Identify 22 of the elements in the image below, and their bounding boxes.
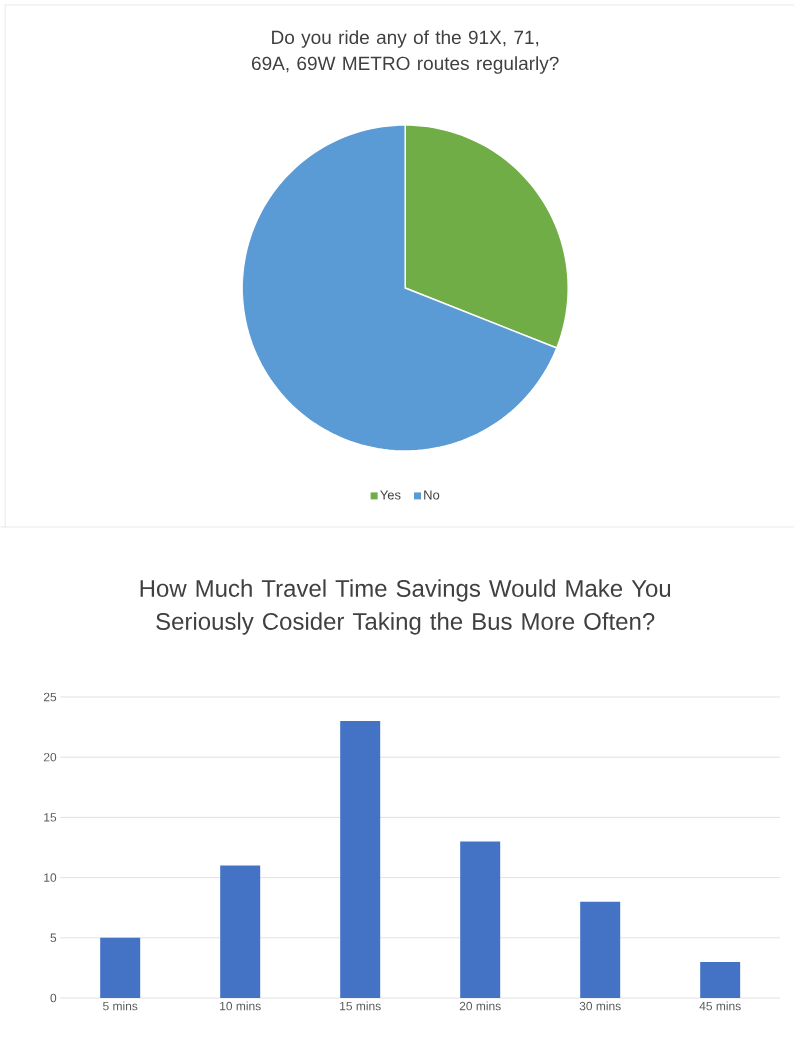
x-tick-label: 5 mins (102, 1001, 138, 1011)
x-tick-label: 20 mins (459, 1001, 501, 1011)
bar (220, 865, 261, 998)
chart-title: Do you ride any of the 91X, 71, 69A, 69W METRO routes regularly? (251, 30, 559, 74)
y-tick-label: 5 (50, 933, 56, 942)
legend-label: Yes (379, 490, 401, 500)
y-tick-label: 25 (43, 692, 56, 702)
bar (340, 721, 381, 998)
chart-title: How Much Travel Time Savings Would Make You Seriously Cosider Taking the Bus More Often? (140, 579, 670, 635)
x-tick-label: 45 mins (699, 1001, 741, 1011)
legend-label: No (424, 490, 440, 500)
y-tick-label: 10 (44, 873, 57, 882)
bar (580, 901, 621, 998)
bar (100, 937, 141, 998)
bar (460, 841, 501, 998)
x-tick-label: 10 mins (219, 1001, 261, 1011)
x-tick-label: 30 mins (579, 1001, 621, 1011)
x-tick-label: 15 mins (339, 1001, 381, 1011)
y-tick-label: 20 (43, 752, 57, 762)
y-tick-label: 15 (44, 813, 56, 822)
y-tick-label: 0 (50, 993, 57, 1003)
bar (700, 961, 741, 998)
